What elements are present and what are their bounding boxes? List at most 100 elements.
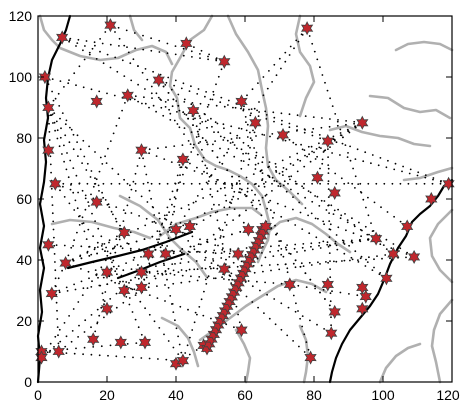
ray-dot bbox=[148, 313, 151, 316]
ray-dot bbox=[220, 252, 223, 255]
ray-dot bbox=[188, 353, 191, 356]
ray-dot bbox=[150, 197, 153, 200]
ray-dot bbox=[63, 160, 65, 163]
ray-dot bbox=[386, 211, 389, 213]
ray-dot bbox=[47, 83, 50, 86]
ray-dot bbox=[377, 164, 380, 167]
ray-dot bbox=[315, 148, 318, 150]
ray-dot bbox=[393, 215, 395, 218]
ray-dot bbox=[353, 225, 356, 228]
ray-dot bbox=[106, 53, 109, 56]
ray-dot bbox=[196, 216, 199, 219]
ray-dot bbox=[310, 245, 312, 248]
x-tick-label-20: 20 bbox=[99, 387, 115, 403]
ray-dot bbox=[74, 288, 77, 291]
ray-dot bbox=[56, 318, 59, 320]
ray-dot bbox=[245, 176, 248, 179]
ray-dot bbox=[375, 182, 378, 185]
ray-dot bbox=[439, 182, 442, 185]
ray-dot bbox=[138, 157, 141, 160]
ray-dot bbox=[174, 263, 176, 265]
ray-dot bbox=[164, 217, 166, 220]
ray-dot bbox=[201, 267, 204, 269]
ray-dot bbox=[246, 190, 249, 193]
ray-dot bbox=[168, 211, 171, 214]
ray-dot bbox=[333, 209, 336, 212]
ray-dot bbox=[125, 296, 128, 298]
ray-dot bbox=[307, 348, 310, 351]
ray-dot bbox=[114, 217, 117, 220]
ray-dot bbox=[238, 137, 241, 139]
ray-dot bbox=[238, 321, 241, 324]
ray-dot bbox=[257, 185, 260, 188]
ray-dot bbox=[54, 277, 57, 280]
ray-dot bbox=[315, 236, 318, 239]
ray-dot bbox=[177, 104, 180, 107]
ray-dot bbox=[58, 291, 61, 294]
ray-dot bbox=[295, 39, 298, 42]
ray-dot bbox=[124, 212, 127, 215]
ray-dot bbox=[439, 180, 442, 183]
ray-dot bbox=[339, 291, 342, 294]
ray-dot bbox=[90, 253, 93, 256]
ray-dot bbox=[353, 122, 355, 125]
station-star-icon bbox=[42, 100, 55, 115]
ray-dot bbox=[159, 233, 162, 236]
ray-dot bbox=[115, 355, 118, 358]
ray-dot bbox=[137, 264, 139, 266]
ray-dot bbox=[187, 308, 189, 311]
station-star-icon bbox=[187, 103, 200, 118]
ray-dot bbox=[214, 168, 217, 171]
ray-dot bbox=[98, 314, 101, 317]
ray-dot bbox=[132, 259, 135, 261]
ray-dot bbox=[124, 102, 126, 104]
ray-dot bbox=[296, 152, 299, 155]
ray-dot bbox=[307, 214, 309, 217]
ray-dot bbox=[130, 268, 133, 270]
ray-dot bbox=[334, 172, 337, 175]
y-tick-label-100: 100 bbox=[9, 69, 33, 85]
ray-dot bbox=[357, 183, 360, 186]
ray-dot bbox=[115, 206, 118, 209]
ray-dot bbox=[293, 47, 295, 50]
ray-dot bbox=[187, 204, 190, 206]
ray-dot bbox=[350, 239, 353, 242]
ray-dot bbox=[109, 258, 112, 260]
station-star-icon bbox=[328, 185, 341, 200]
ray-dot bbox=[342, 136, 344, 139]
ray-dot bbox=[297, 192, 299, 195]
ray-dot bbox=[316, 58, 319, 61]
ray-dot bbox=[170, 161, 173, 164]
ray-dot bbox=[144, 307, 147, 310]
ray-dot bbox=[126, 343, 129, 345]
station-star-icon bbox=[183, 219, 196, 234]
ray-dot bbox=[257, 82, 259, 84]
ray-dot bbox=[63, 86, 65, 88]
ray-dot bbox=[192, 201, 195, 204]
ray-dot bbox=[75, 347, 77, 350]
ray-dot bbox=[63, 144, 65, 147]
ray-dot bbox=[157, 272, 159, 275]
ray-dot bbox=[148, 106, 150, 109]
ray-dot bbox=[115, 306, 118, 309]
ray-dot bbox=[134, 172, 137, 175]
ray-dot bbox=[193, 46, 195, 48]
ray-dot bbox=[314, 287, 316, 290]
ray-dot bbox=[367, 238, 369, 241]
ray-dot bbox=[158, 182, 161, 185]
ray-dot bbox=[169, 229, 171, 232]
ray-dot bbox=[212, 143, 214, 146]
ray-dot bbox=[334, 242, 337, 245]
ray-dot bbox=[145, 173, 148, 176]
ray-dot bbox=[172, 252, 175, 255]
ray-dot bbox=[228, 252, 231, 255]
ray-dot bbox=[300, 262, 303, 265]
ray-dot bbox=[309, 278, 312, 281]
ray-dot bbox=[269, 135, 271, 138]
ray-dot bbox=[126, 46, 128, 48]
ray-dot bbox=[222, 139, 225, 141]
ray-dot bbox=[206, 276, 209, 279]
ray-dot bbox=[214, 252, 217, 255]
ray-dot bbox=[130, 279, 132, 282]
ray-dot bbox=[261, 133, 264, 136]
